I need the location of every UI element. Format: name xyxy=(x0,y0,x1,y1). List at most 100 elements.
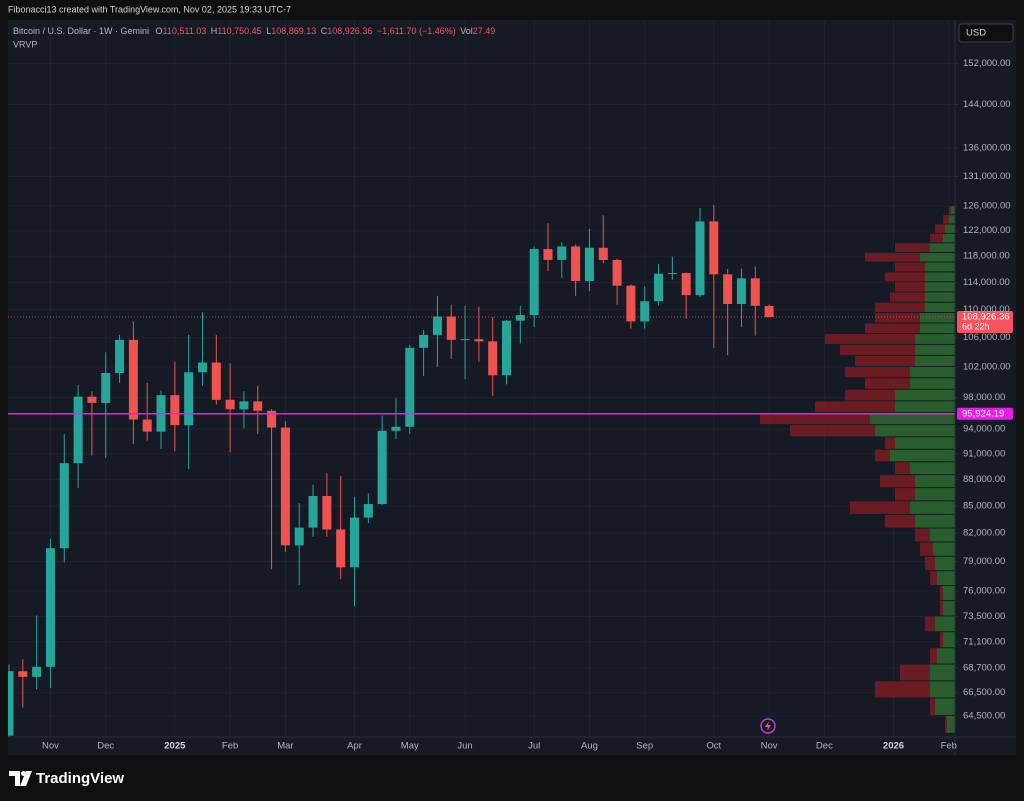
ohlc-key: L xyxy=(266,26,271,36)
icon-ring[interactable] xyxy=(760,718,776,734)
profile-up xyxy=(920,323,955,334)
profile-down xyxy=(815,401,895,413)
ohlc-key: H xyxy=(211,26,218,36)
ohlc-value: 108,926.36 xyxy=(327,26,372,36)
profile-down xyxy=(840,344,915,355)
y-tick-label: 152,000.00 xyxy=(963,58,1011,69)
price-label: 108,926.36 xyxy=(962,312,1010,323)
profile-up xyxy=(943,233,955,243)
x-tick-label: Nov xyxy=(761,741,778,752)
candle-body xyxy=(612,259,622,286)
candle-body xyxy=(419,334,429,348)
profile-up xyxy=(895,401,955,413)
candle-body xyxy=(764,306,774,317)
y-tick-label: 102,000.00 xyxy=(963,362,1011,373)
profile-down xyxy=(895,488,915,501)
y-tick-label: 144,000.00 xyxy=(963,99,1011,110)
profile-down xyxy=(940,632,943,648)
candle-body xyxy=(681,273,691,296)
profile-up xyxy=(920,313,955,323)
replay-icon[interactable] xyxy=(760,718,776,734)
logo[interactable]: TradingView xyxy=(9,770,124,787)
candle-body xyxy=(322,496,332,530)
x-tick-label: Dec xyxy=(97,741,114,752)
profile-up xyxy=(930,528,955,542)
profile-up xyxy=(925,282,955,292)
candle-body xyxy=(377,430,387,505)
profile-down xyxy=(875,681,930,698)
candle-body xyxy=(87,396,97,403)
profile-up xyxy=(910,462,955,475)
profile-down xyxy=(845,367,910,378)
profile-down xyxy=(940,586,943,601)
candle-body xyxy=(115,339,125,374)
x-tick-label: Mar xyxy=(277,741,293,752)
logo-mark[interactable] xyxy=(9,771,20,786)
profile-up xyxy=(925,302,955,313)
profile-up xyxy=(951,206,955,215)
y-tick-label: 68,700.00 xyxy=(963,662,1005,673)
profile-up xyxy=(930,681,955,698)
volume-value: 27.49 xyxy=(473,26,496,36)
profile-up xyxy=(937,648,955,664)
profile-down xyxy=(885,437,895,449)
candle-body xyxy=(460,339,470,341)
candle-body xyxy=(308,496,318,528)
candle-body xyxy=(598,247,608,260)
profile-up xyxy=(933,542,955,556)
candle-body xyxy=(239,401,249,410)
profile-up xyxy=(910,367,955,378)
candle-body xyxy=(667,273,677,275)
profile-up xyxy=(915,355,955,367)
price-label-box xyxy=(957,310,1013,333)
profile-up xyxy=(925,272,955,282)
ohlc-value: 110,511.03 xyxy=(163,26,207,36)
profile-up xyxy=(947,715,955,733)
candle-body xyxy=(45,548,55,667)
candle-body xyxy=(488,341,498,376)
icon-bolt[interactable] xyxy=(765,721,771,731)
x-tick-label: May xyxy=(401,741,419,752)
candle-body xyxy=(446,316,456,340)
candle-body xyxy=(197,362,207,373)
currency[interactable]: USD xyxy=(966,28,986,39)
brand[interactable]: TradingView xyxy=(36,770,124,787)
profile-down xyxy=(943,215,949,224)
profile-down xyxy=(930,648,937,664)
legend: Bitcoin / U.S. Dollar · 1W · Gemini O110… xyxy=(13,26,495,36)
profile-up xyxy=(910,501,955,514)
profile-up xyxy=(925,292,955,302)
candle-body xyxy=(336,529,346,568)
profile-up xyxy=(875,425,955,437)
profile-up xyxy=(895,389,955,401)
candle-body xyxy=(557,246,567,260)
profile-down xyxy=(925,616,935,632)
profile-up xyxy=(930,664,955,681)
y-tick-label: 73,500.00 xyxy=(963,611,1005,622)
profile-down xyxy=(880,475,915,488)
profile-down xyxy=(760,413,870,425)
y-tick-label: 122,000.00 xyxy=(963,225,1011,236)
profile-down xyxy=(865,378,910,389)
candle-body xyxy=(474,339,484,342)
candle-body xyxy=(211,362,221,400)
x-tick-label: Feb xyxy=(941,741,957,752)
candle-body xyxy=(736,278,746,305)
profile-up xyxy=(920,252,955,262)
candle-body xyxy=(654,273,664,302)
x-tick-label: Sep xyxy=(636,741,653,752)
y-tick-label: 82,000.00 xyxy=(963,528,1005,539)
profile-down xyxy=(885,272,925,282)
y-tick-label: 98,000.00 xyxy=(963,392,1005,403)
indicator: VRVP xyxy=(13,39,37,49)
profile-up xyxy=(890,449,955,462)
currency-button[interactable] xyxy=(958,23,1014,43)
candle-body xyxy=(170,395,180,426)
y-tick-label: 79,000.00 xyxy=(963,556,1005,567)
profile-up xyxy=(915,475,955,488)
logo-mark[interactable] xyxy=(20,771,32,786)
x-tick-label: Oct xyxy=(706,741,721,752)
x-tick-label: Nov xyxy=(42,741,59,752)
profile-down xyxy=(940,601,943,616)
